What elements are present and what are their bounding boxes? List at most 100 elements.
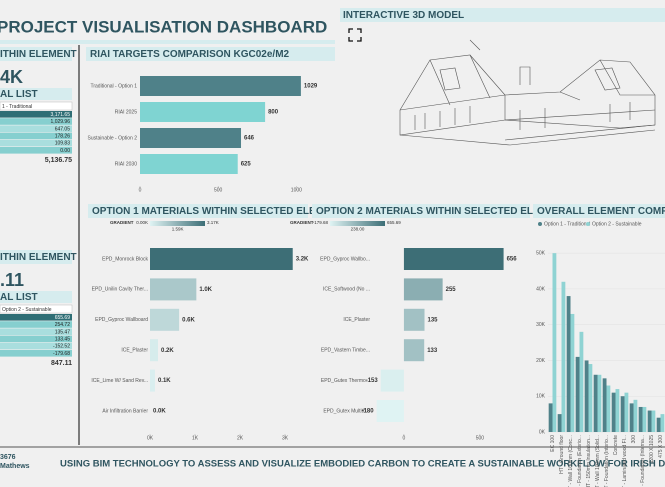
value-label: 656 — [507, 257, 518, 263]
value-label: 0.2K — [161, 348, 174, 354]
column — [570, 313, 575, 432]
column — [588, 364, 593, 432]
row-bg — [0, 342, 72, 350]
y-tick-label: 20K — [536, 358, 546, 364]
value-label: 0.0K — [153, 409, 166, 415]
chart-title: OPTION 2 MATERIALS WITHIN SELECTED ELEME… — [316, 206, 568, 217]
row-bg — [0, 314, 72, 321]
row-value: 655.69 — [55, 315, 71, 321]
x-tick-label: 0 — [403, 435, 406, 441]
column — [660, 414, 665, 432]
row-value: 1,029.96 — [51, 119, 71, 125]
column — [656, 417, 661, 432]
gradient-label: -179.68 — [313, 220, 329, 225]
column — [629, 403, 634, 432]
row-bg — [0, 132, 72, 140]
gradient-label: 3.17K — [207, 220, 219, 225]
x-tick-label: HT - Laminated wood Fl... — [622, 435, 628, 487]
value-label: 255 — [446, 287, 457, 293]
value-label: 646 — [244, 136, 255, 142]
column — [602, 378, 607, 432]
category-label: ICE_Softwood (No ... — [323, 287, 370, 293]
panel-header — [0, 47, 72, 61]
gradient-label: 238.00 — [351, 227, 365, 232]
x-tick-label: 500 — [214, 187, 223, 193]
value-label: 625 — [241, 162, 252, 168]
list-title: AL LIST — [0, 89, 38, 100]
model-title: INTERACTIVE 3D MODEL — [343, 10, 464, 21]
kpi-value: 4K — [0, 67, 23, 87]
column — [575, 356, 580, 432]
chart-header — [533, 204, 665, 218]
column — [615, 389, 620, 432]
row-value: 178.26 — [55, 134, 71, 140]
expand-icon[interactable] — [348, 28, 362, 42]
y-tick-label: 10K — [536, 394, 546, 400]
row-bg — [0, 111, 72, 118]
bar — [140, 154, 238, 174]
chart-header — [88, 204, 308, 218]
dashboard-title: PROJECT VISUALISATION DASHBOARD — [0, 17, 327, 36]
legend-label: Option 2 - Sustainable — [592, 221, 642, 227]
value-label: -180 — [362, 409, 375, 415]
column — [593, 374, 598, 432]
row-bg — [0, 335, 72, 343]
column-header-bg — [0, 101, 73, 111]
row-value: 133.45 — [55, 337, 71, 343]
gradient-title: GRADIENT — [110, 220, 134, 225]
row-value: 647.05 — [55, 126, 71, 132]
house-model[interactable] — [399, 39, 656, 146]
x-tick-label: IntT - Foundation (Exterio... — [577, 435, 583, 487]
chart-title: OVERALL ELEMENT COMPARISON — [537, 206, 665, 217]
legend-swatch — [538, 222, 542, 226]
category-label: EPD_Monrock Block — [102, 256, 148, 262]
x-tick-label: HT - 150mm Insulation... — [586, 435, 592, 487]
category-label: EPD_Gutex Thermo... — [321, 378, 370, 384]
x-tick-label: EC 100 — [550, 435, 556, 452]
category-label: ICE_Plaster — [121, 348, 148, 354]
category-label: Sustainable - Option 2 — [88, 135, 138, 141]
category-label: EPD_Unilin Cavity Ther... — [92, 287, 148, 293]
bar — [150, 308, 180, 331]
legend-swatch — [586, 222, 590, 226]
model-header — [340, 8, 665, 22]
x-tick-label: 0K — [147, 435, 154, 441]
x-tick-label: 2K — [237, 435, 244, 441]
bar — [150, 369, 155, 392]
bar — [140, 76, 301, 96]
category-label: ICE_Plaster — [343, 317, 370, 323]
gradient-label: 1.59K — [172, 227, 184, 232]
x-tick-label: HT - Wall 100mm (Conc... — [568, 435, 574, 487]
bar — [150, 278, 197, 301]
column — [638, 406, 643, 432]
footer-name: Mathews — [0, 463, 30, 470]
y-tick-label: 50K — [536, 250, 546, 256]
row-value: 109.83 — [55, 141, 71, 147]
y-tick-label: 0K — [539, 429, 546, 435]
x-tick-label: 300 — [631, 435, 637, 444]
value-label: -153 — [366, 378, 379, 384]
row-bg — [0, 125, 72, 132]
category-label: EPD_Vastern Timbe... — [321, 348, 370, 354]
row-bg — [0, 321, 72, 328]
bar — [150, 248, 293, 270]
chart-header — [86, 47, 335, 61]
bar — [403, 278, 443, 301]
x-tick-label: 1000 — [291, 187, 302, 193]
bar — [403, 339, 425, 362]
x-tick-label: HT - Ground floor — [559, 435, 565, 474]
list-total: 5,136.75 — [45, 157, 72, 164]
x-tick-label: 1200 X 1025 — [649, 435, 655, 464]
panel-header — [0, 250, 72, 264]
list-header — [0, 291, 72, 303]
y-tick-label: 40K — [536, 286, 546, 292]
bar — [140, 128, 242, 148]
x-tick-label: IntT - Foundation (Interio... — [604, 435, 610, 487]
x-tick-label: HT - Wall 100mm (Solid... — [595, 435, 601, 487]
gradient-swatch — [150, 221, 205, 226]
row-value: 0.00 — [60, 148, 70, 154]
bar — [140, 102, 266, 122]
value-label: 1.0K — [199, 287, 212, 293]
y-tick-label: 30K — [536, 322, 546, 328]
gradient-label: 655.69 — [387, 220, 401, 225]
